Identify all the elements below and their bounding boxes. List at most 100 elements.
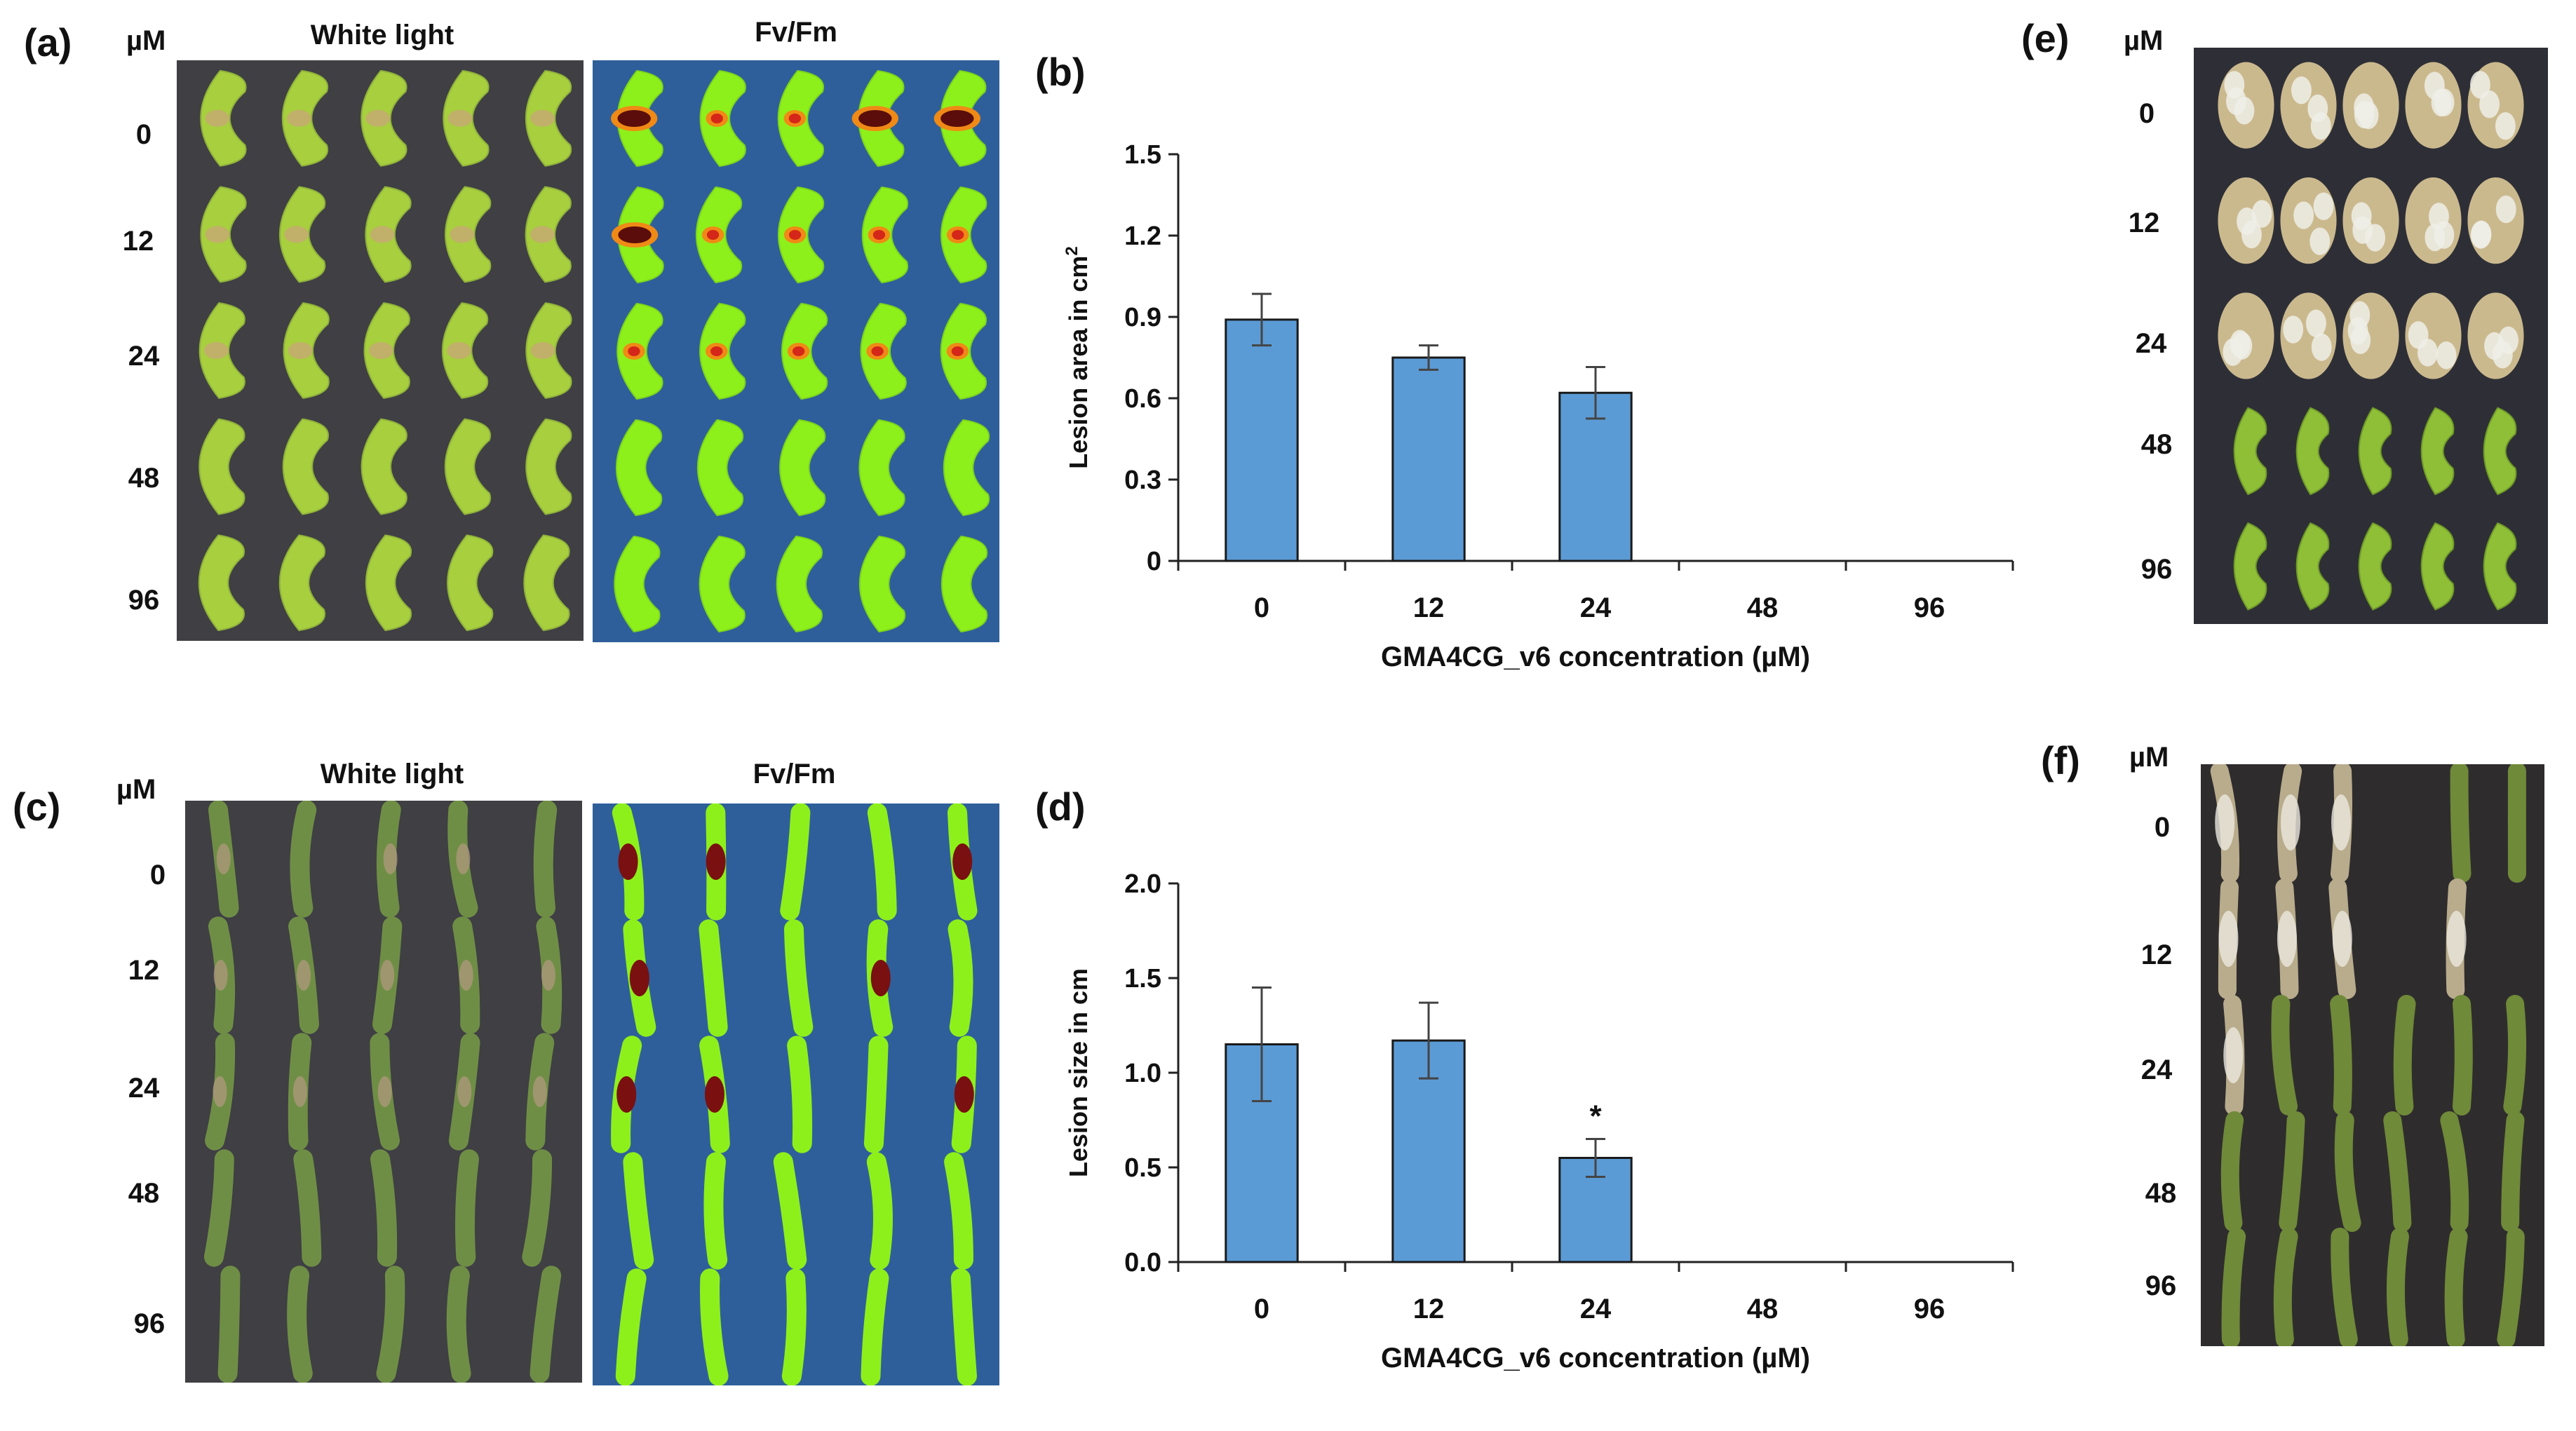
x-axis-label: GMA4CG_v6 concentration (µM) (1381, 1343, 1810, 1374)
stem (867, 803, 897, 921)
lesion (447, 109, 473, 127)
x-tick-label: 0 (1254, 592, 1269, 623)
x-tick-label: 96 (1914, 592, 1946, 623)
pod (2358, 407, 2392, 496)
mycelium (2332, 911, 2352, 967)
mycelium (2408, 321, 2429, 349)
panel-e-letter: (e) (2021, 16, 2070, 60)
lesion (292, 1076, 307, 1107)
mycelium (2215, 794, 2235, 850)
lesion-core (628, 346, 640, 356)
lesion (297, 960, 311, 991)
pod (941, 535, 988, 633)
lesion (629, 960, 649, 996)
panel-a-row-label: 0 (135, 119, 152, 150)
mycelium (2350, 326, 2371, 354)
mycelium (2424, 72, 2445, 100)
panel-a-unit: µM (126, 25, 166, 56)
mycelium (2218, 911, 2239, 967)
pod (858, 419, 905, 517)
y-tick-label: 0.3 (1124, 466, 1161, 495)
stem (2503, 994, 2527, 1116)
pod (697, 419, 744, 517)
stem (203, 1149, 234, 1267)
panel-f-letter: (f) (2041, 738, 2080, 782)
lesion (216, 843, 231, 874)
lesion (530, 226, 555, 243)
panel-c-letter: (c) (13, 785, 61, 829)
lesion (383, 843, 398, 874)
lesion (618, 843, 638, 880)
mycelium (2281, 794, 2301, 850)
stem (2393, 994, 2416, 1116)
y-tick-label: 0 (1147, 547, 1161, 576)
mycelium (2429, 203, 2449, 231)
panel-c-fvfm-photo (593, 803, 999, 1385)
pod (282, 418, 329, 515)
panel-f-row-label: 48 (2145, 1178, 2177, 1209)
y-axis-label: Lesion area in cm2 (1063, 246, 1093, 468)
mycelium (2349, 301, 2371, 330)
mycelium (2470, 71, 2490, 99)
lesion (370, 226, 395, 243)
lesion (706, 843, 726, 880)
panel-b-letter: (b) (1035, 50, 1086, 94)
stem (2271, 994, 2298, 1116)
stem (866, 1152, 893, 1270)
lesion (457, 1076, 472, 1107)
x-tick-label: 24 (1580, 1294, 1612, 1324)
pod (776, 535, 823, 633)
pod (616, 419, 663, 517)
panel-e-row-label: 48 (2140, 429, 2173, 460)
panel-f-row-label: 96 (2145, 1270, 2177, 1301)
panel-a-white-light-photo (177, 60, 584, 641)
lesion (456, 843, 471, 874)
infected-pod (2467, 177, 2524, 264)
panel-e-row-label: 96 (2140, 554, 2173, 585)
pod (699, 535, 746, 633)
y-tick-label: 0.5 (1124, 1153, 1161, 1183)
panel-e-unit: µM (2124, 25, 2164, 56)
panel-a-white-title: White light (310, 20, 454, 50)
pod (447, 534, 494, 632)
bar (1225, 318, 1299, 562)
lesion (205, 226, 230, 243)
stem (615, 1268, 647, 1385)
panel-e-photo (2194, 48, 2548, 624)
mycelium (2223, 1027, 2244, 1083)
stem (533, 801, 558, 918)
x-tick-label: 48 (1747, 592, 1779, 623)
pod (278, 534, 326, 632)
stem (522, 1149, 553, 1267)
pod (2295, 522, 2330, 611)
panel-c-row-label: 48 (128, 1178, 160, 1209)
stem (290, 801, 317, 918)
pod (2420, 407, 2455, 496)
lesion (380, 960, 395, 991)
x-tick-label: 12 (1413, 1294, 1445, 1324)
stem (530, 1266, 562, 1383)
panel-b-chart: 0 0.3 0.6 0.9 1.2 1.5 0 12 24 48 96 GMA4CG_v6 conce… (1063, 140, 2014, 672)
pod (2483, 407, 2517, 496)
lesion-core (792, 346, 805, 356)
mycelium (2446, 911, 2467, 967)
stem (446, 1266, 471, 1383)
bar (1391, 356, 1466, 562)
x-tick-label: 96 (1914, 1294, 1946, 1324)
lesion-core (618, 226, 652, 243)
lesion (952, 843, 973, 880)
mycelium (2305, 309, 2326, 337)
lesion (541, 960, 556, 991)
lesion-core (858, 110, 892, 127)
panel-a-row-label: 48 (128, 463, 160, 494)
lesion-core (706, 230, 720, 240)
lesion-core (710, 346, 723, 356)
panel-c-unit: µM (116, 774, 156, 805)
mycelium (2283, 316, 2304, 344)
significance-marker: * (1589, 1099, 1602, 1134)
panel-f-row-label: 0 (2154, 812, 2171, 843)
lesion (287, 109, 311, 127)
lesion (205, 109, 230, 127)
stem (2330, 994, 2352, 1116)
pod (525, 418, 572, 515)
